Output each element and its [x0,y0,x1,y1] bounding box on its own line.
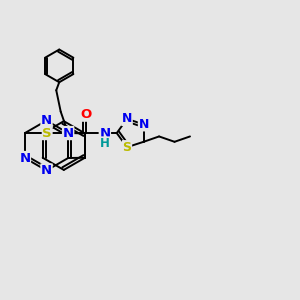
Text: O: O [81,108,92,121]
Text: N: N [138,118,149,131]
Text: N: N [122,112,132,125]
Text: S: S [42,127,52,140]
Text: N: N [63,127,74,140]
Text: N: N [99,127,110,140]
Text: H: H [100,137,110,150]
Text: N: N [41,164,52,177]
Text: N: N [19,152,31,164]
Text: N: N [41,114,52,127]
Text: S: S [122,141,131,154]
